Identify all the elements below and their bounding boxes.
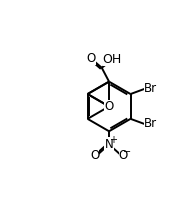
- Text: O: O: [105, 100, 114, 113]
- Text: +: +: [109, 135, 117, 145]
- Text: −: −: [123, 147, 131, 157]
- Text: O: O: [87, 52, 96, 65]
- Text: O: O: [90, 149, 99, 162]
- Text: O: O: [105, 100, 114, 113]
- Text: O: O: [119, 149, 128, 162]
- Text: N: N: [105, 138, 113, 151]
- Text: Br: Br: [144, 82, 157, 95]
- Text: OH: OH: [103, 53, 122, 66]
- Text: Br: Br: [144, 118, 157, 130]
